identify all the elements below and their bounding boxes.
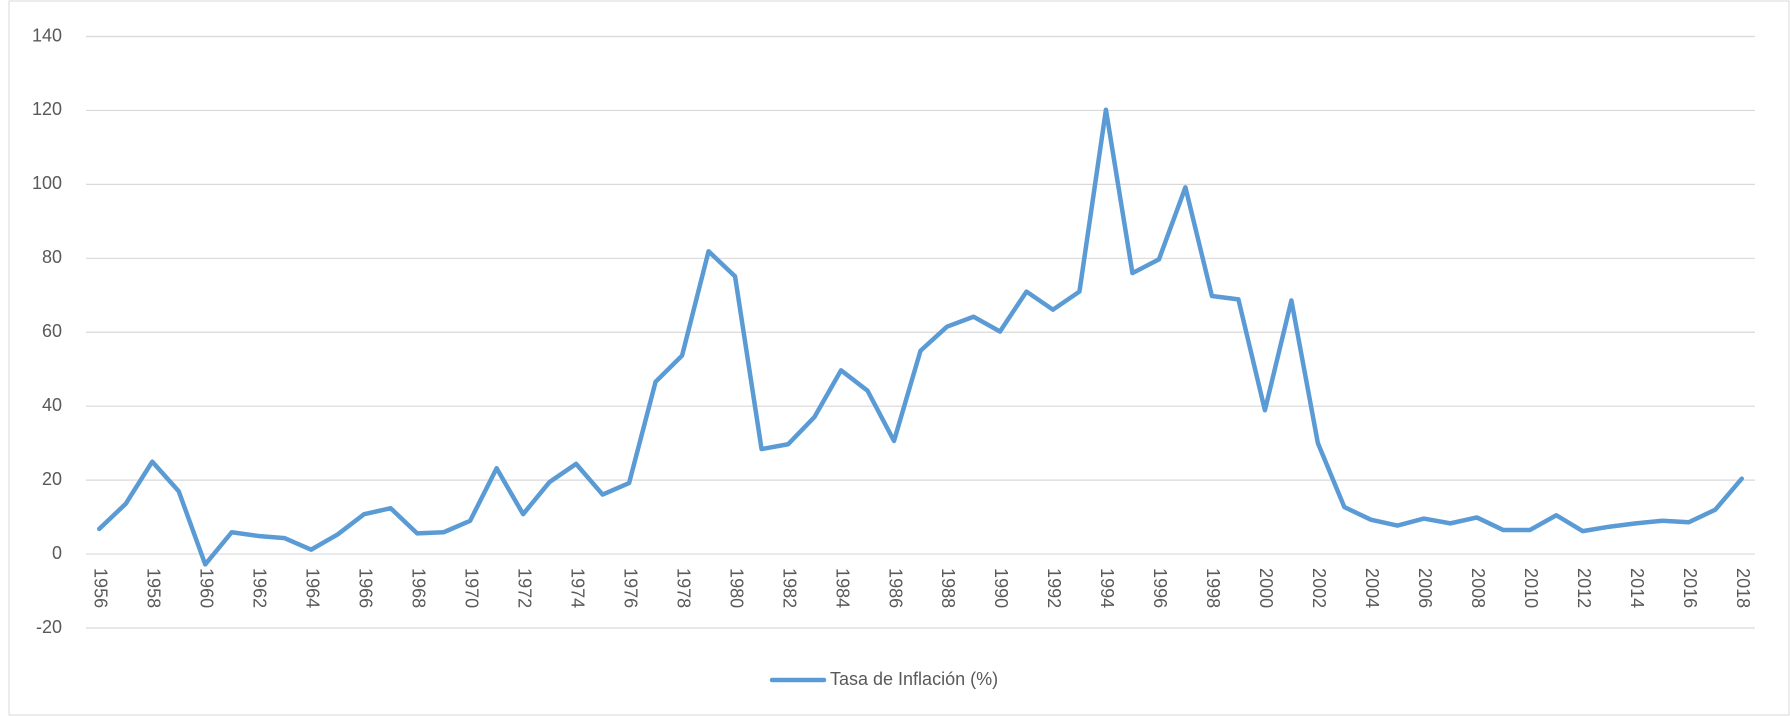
x-tick-label: 1986: [885, 568, 905, 608]
y-tick-label: 0: [52, 543, 62, 563]
y-tick-label: 80: [42, 247, 62, 267]
x-tick-label: 2010: [1521, 568, 1541, 608]
x-tick-label: 1960: [196, 568, 216, 608]
y-tick-label: 140: [32, 25, 62, 45]
x-tick-label: 1974: [567, 568, 587, 608]
x-tick-label: 2004: [1362, 568, 1382, 608]
y-tick-label: 120: [32, 99, 62, 119]
x-tick-label: 1970: [461, 568, 481, 608]
x-tick-label: 1984: [832, 568, 852, 608]
x-tick-label: 2006: [1415, 568, 1435, 608]
x-tick-label: 1962: [249, 568, 269, 608]
x-tick-label: 1958: [143, 568, 163, 608]
x-tick-label: 1976: [620, 568, 640, 608]
x-tick-label: 1992: [1044, 568, 1064, 608]
x-tick-label: 1980: [726, 568, 746, 608]
x-tick-label: 1988: [938, 568, 958, 608]
x-tick-label: 1964: [302, 568, 322, 608]
y-tick-label: 20: [42, 469, 62, 489]
x-tick-label: 1968: [408, 568, 428, 608]
x-tick-label: 2002: [1309, 568, 1329, 608]
x-tick-label: 1998: [1203, 568, 1223, 608]
data-line: [97, 107, 1744, 567]
x-tick-label: 2008: [1468, 568, 1488, 608]
chart-frame: [8, 0, 1790, 716]
x-tick-label: 2012: [1574, 568, 1594, 608]
x-tick-label: 1972: [514, 568, 534, 608]
legend-label: Tasa de Inflación (%): [830, 669, 998, 689]
y-tick-label: 60: [42, 321, 62, 341]
x-tick-label: 1996: [1150, 568, 1170, 608]
x-tick-label: 1978: [673, 568, 693, 608]
x-tick-label: 2018: [1733, 568, 1753, 608]
y-tick-label: 100: [32, 173, 62, 193]
x-tick-label: 1982: [779, 568, 799, 608]
x-tick-label: 2014: [1627, 568, 1647, 608]
x-tick-label: 2016: [1680, 568, 1700, 608]
x-tick-label: 1966: [355, 568, 375, 608]
x-tick-label: 1990: [991, 568, 1011, 608]
y-tick-label: -20: [36, 617, 62, 637]
x-tick-label: 1994: [1097, 568, 1117, 608]
x-tick-label: 2000: [1256, 568, 1276, 608]
x-tick-label: 1956: [90, 568, 110, 608]
y-tick-label: 40: [42, 395, 62, 415]
